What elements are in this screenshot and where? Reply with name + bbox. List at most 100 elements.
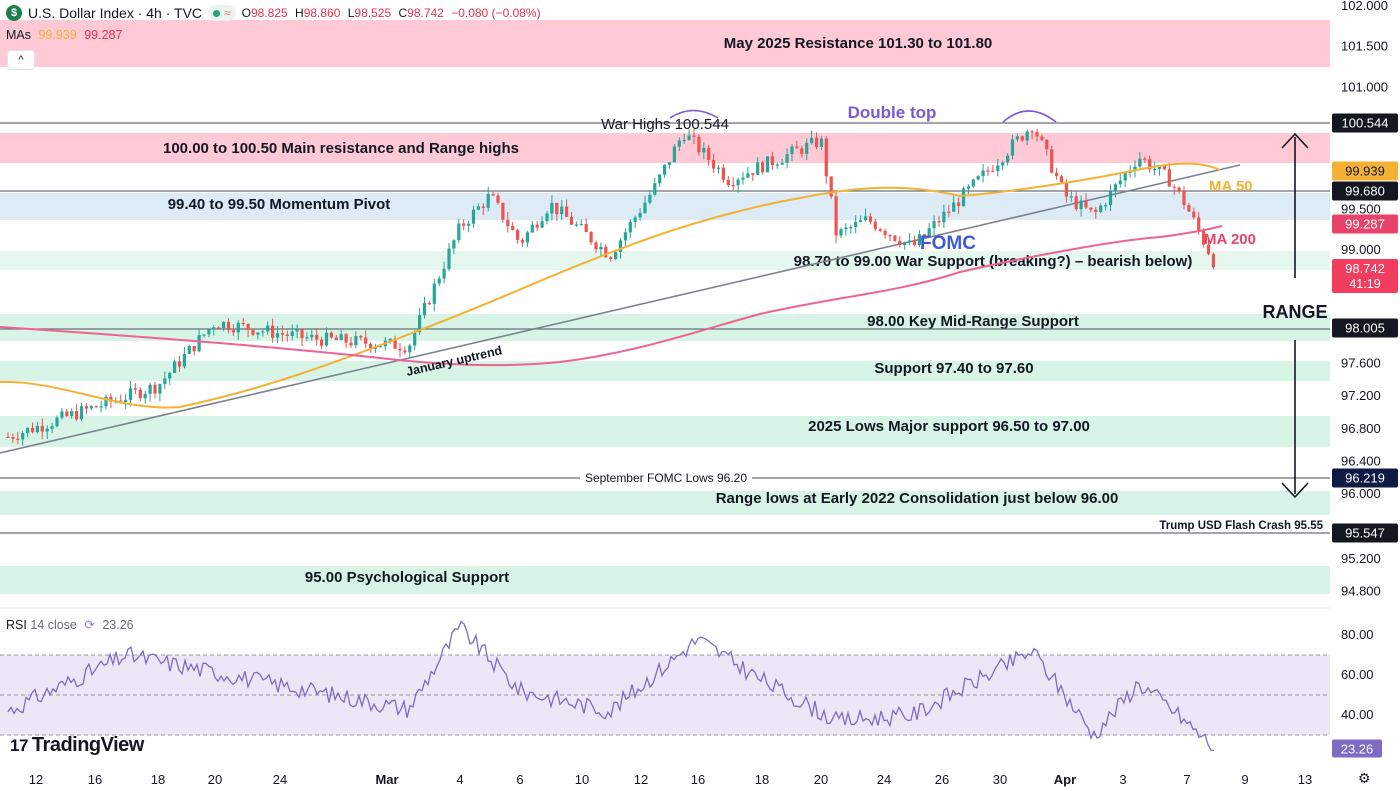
candle-body	[212, 327, 216, 330]
time-tick-label: 12	[634, 772, 648, 787]
annotation-ma50: MA 50	[1209, 178, 1253, 195]
status-pill[interactable]: ≈	[208, 5, 236, 21]
candle-body	[393, 338, 397, 349]
candle-body	[16, 438, 20, 440]
price-tick-label: 101.000	[1341, 79, 1388, 94]
candle-body	[633, 217, 637, 222]
candle-body	[1192, 211, 1196, 218]
candle-body	[246, 324, 250, 330]
candle-body	[1143, 158, 1147, 160]
price-tag-value: 98.005	[1345, 321, 1385, 336]
candle-body	[202, 334, 206, 336]
rsi-label: RSI	[6, 618, 27, 632]
candle-body	[285, 334, 289, 336]
candle-body	[692, 135, 696, 137]
candle-body	[11, 436, 15, 439]
price-tag-value: 95.547	[1345, 526, 1385, 541]
candle-body	[462, 223, 466, 226]
candle-body	[109, 396, 113, 402]
time-tick-label: 10	[575, 772, 589, 787]
candle-body	[814, 137, 819, 147]
rsi-params: 14 close	[30, 618, 77, 632]
candle-body	[525, 232, 529, 243]
candle-body	[1113, 184, 1117, 191]
candle-body	[834, 196, 838, 236]
candle-body	[324, 332, 329, 346]
time-tick-label: 18	[755, 772, 769, 787]
range-arrow-up-head	[1281, 132, 1309, 149]
zone-band-4	[0, 314, 1330, 341]
candle-body	[256, 332, 260, 335]
candle-body	[94, 406, 98, 408]
ma-legend[interactable]: MAs 99.939 99.287	[6, 28, 122, 42]
candle-body	[138, 389, 142, 399]
candle-body	[261, 331, 265, 333]
candle-body	[770, 156, 774, 166]
candle-body	[1089, 207, 1093, 210]
candle-body	[912, 240, 917, 246]
candle-body	[765, 156, 770, 173]
zone-band-0	[0, 20, 1330, 67]
rsi-tick-label: 40.00	[1341, 707, 1374, 722]
candle-body	[824, 138, 828, 177]
annotation-ma200: MA 200	[1204, 231, 1256, 248]
level-chip	[580, 470, 752, 485]
candle-body	[917, 234, 921, 246]
candle-body	[614, 252, 618, 260]
zone-band-5	[0, 361, 1330, 381]
candle-body	[618, 240, 623, 253]
zone-band-2	[0, 193, 1330, 220]
candle-body	[1050, 149, 1054, 173]
candle-body	[422, 302, 427, 316]
candle-body	[976, 176, 980, 180]
candle-body	[124, 399, 128, 402]
candle-body	[707, 147, 711, 160]
candle-body	[780, 162, 784, 165]
rsi-legend[interactable]: RSI 14 close ⟳ 23.26	[6, 617, 134, 632]
candle-body	[1118, 180, 1122, 185]
candle-body	[1187, 205, 1191, 212]
candle-body	[457, 223, 461, 241]
candle-body	[991, 170, 995, 172]
price-tick-label: 99.500	[1341, 201, 1381, 216]
ma200-line	[0, 225, 1223, 367]
candle-body	[761, 162, 765, 173]
candle-body	[540, 221, 544, 228]
rsi-line	[7, 620, 1215, 752]
gear-icon[interactable]: ⚙	[1358, 770, 1371, 786]
collapse-legend-button[interactable]: ^	[7, 50, 35, 70]
candle-body	[476, 206, 480, 210]
candle-body	[1006, 155, 1010, 163]
candle-body	[1055, 172, 1059, 177]
candle-body	[320, 339, 324, 346]
time-tick-label: 4	[456, 772, 463, 787]
candle-body	[398, 348, 402, 351]
candle-body	[682, 140, 686, 142]
tradingview-logo[interactable]: 17 TradingView	[10, 734, 144, 757]
price-tag-dark	[1332, 318, 1398, 338]
candle-body	[1040, 136, 1044, 140]
price-tag-value: 99.939	[1345, 164, 1385, 179]
candle-body	[70, 411, 74, 417]
time-tick-label: 20	[208, 772, 222, 787]
candle-body	[648, 194, 652, 203]
candle-body	[550, 202, 554, 214]
price-tag-ma200	[1332, 214, 1398, 234]
candle-body	[638, 213, 642, 218]
candle-body	[310, 334, 314, 338]
candle-body	[672, 146, 676, 163]
symbol-title[interactable]: U.S. Dollar Index · 4h · TVC	[28, 5, 203, 21]
candle-body	[746, 173, 750, 178]
candle-body	[168, 372, 172, 379]
candle-body	[1069, 196, 1073, 198]
level-label-sept: September FOMC Lows 96.20	[585, 471, 747, 485]
candle-body	[378, 346, 382, 348]
candle-body	[153, 384, 157, 394]
candle-body	[60, 411, 64, 418]
zone-band-3	[0, 251, 1330, 270]
candle-body	[271, 325, 275, 338]
candle-body	[800, 148, 804, 154]
time-tick-label: 6	[516, 772, 523, 787]
wave-icon: ≈	[224, 6, 231, 20]
